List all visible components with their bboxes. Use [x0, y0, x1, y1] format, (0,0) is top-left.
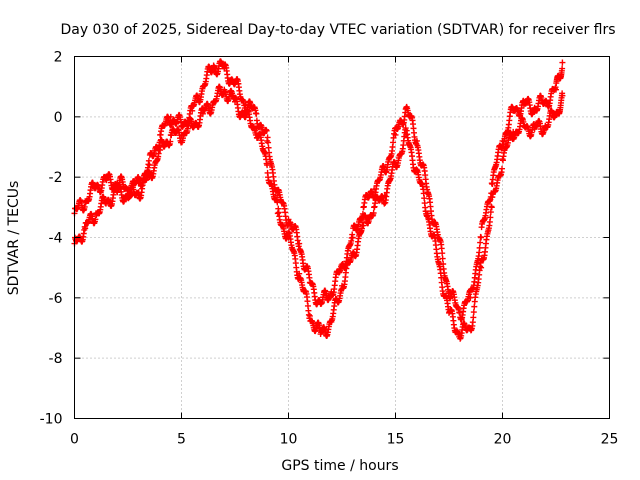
data-point	[92, 216, 99, 223]
data-point	[370, 210, 377, 217]
axis-ticks	[74, 56, 610, 419]
chart-title: Day 030 of 2025, Sidereal Day-to-day VTE…	[60, 22, 615, 38]
data-point	[265, 139, 272, 146]
data-point	[274, 199, 281, 206]
data-point	[439, 250, 446, 257]
data-point	[167, 113, 174, 120]
data-point	[439, 255, 446, 262]
data-point	[82, 225, 89, 232]
y-tick-label: -10	[40, 412, 63, 428]
x-axis-label: GPS time / hours	[281, 458, 398, 474]
data-point	[559, 59, 566, 66]
data-point	[349, 234, 356, 241]
x-tick-label: 25	[601, 432, 619, 448]
x-tick-label: 5	[177, 432, 186, 448]
data-point	[487, 209, 494, 216]
data-point	[253, 125, 260, 132]
y-tick-label: -4	[49, 231, 63, 247]
data-point	[263, 127, 270, 134]
x-tick-label: 0	[70, 432, 79, 448]
data-point	[470, 314, 477, 321]
data-point	[146, 162, 153, 169]
x-tick-label: 10	[280, 432, 298, 448]
data-point	[553, 86, 559, 93]
data-point	[559, 65, 566, 72]
data-point	[499, 165, 506, 172]
data-point	[488, 204, 495, 211]
data-point	[476, 244, 483, 251]
data-point	[157, 147, 164, 154]
data-point	[487, 214, 494, 221]
data-point	[296, 240, 303, 247]
y-tick-label: -6	[49, 291, 63, 307]
data-point	[306, 312, 313, 319]
data-point	[477, 239, 484, 246]
y-tick-label: -2	[49, 170, 63, 186]
data-point	[381, 200, 388, 207]
data-point	[253, 110, 260, 117]
y-axis-label: SDTVAR / TECUs	[6, 181, 22, 296]
data-point	[264, 162, 271, 169]
tick-labels: 0 5 10 15 20 25 -10 -8 -6 -4 -2 0 2	[40, 50, 619, 448]
x-tick-label: 20	[494, 432, 512, 448]
data-point	[81, 203, 88, 210]
data-point	[360, 222, 367, 229]
data-point	[264, 134, 271, 141]
data-point	[478, 234, 485, 241]
y-tick-label: -8	[49, 351, 63, 367]
data-point	[392, 131, 399, 138]
data-point	[471, 303, 478, 310]
data-points	[71, 58, 566, 342]
data-point	[559, 92, 566, 99]
data-point	[478, 264, 485, 271]
x-tick-label: 15	[387, 432, 405, 448]
y-tick-label: 2	[54, 50, 63, 66]
data-point	[470, 309, 477, 316]
data-point	[167, 138, 174, 145]
y-tick-label: 0	[54, 110, 63, 126]
